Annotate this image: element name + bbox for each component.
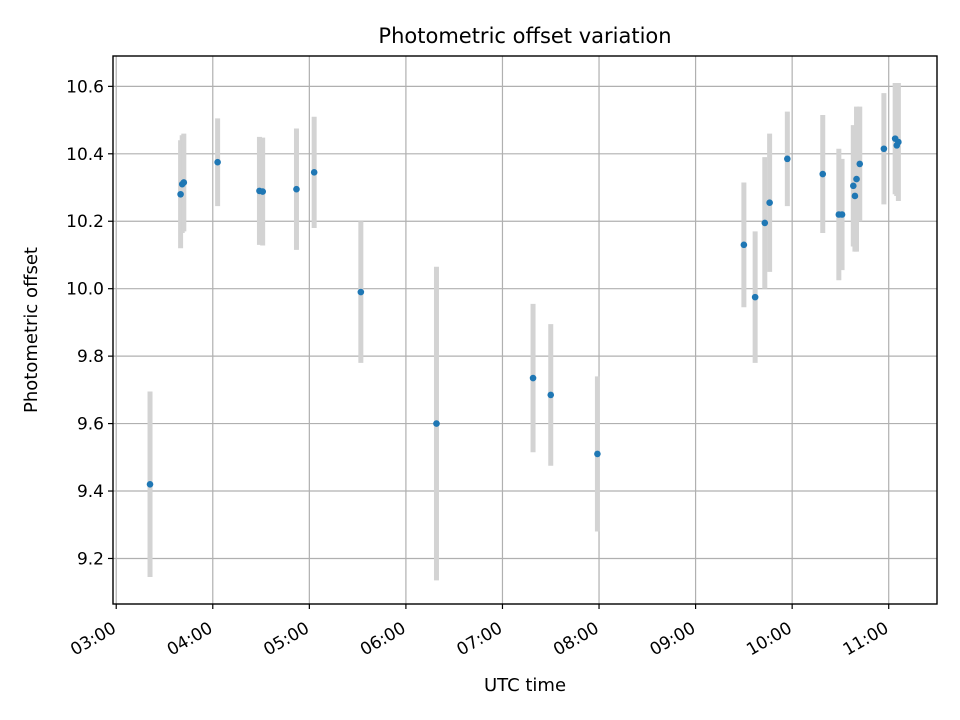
y-tick-label: 10.0 <box>66 280 104 300</box>
chart-title: Photometric offset variation <box>378 24 671 48</box>
x-tick-label: 11:00 <box>840 618 892 660</box>
data-point <box>177 190 184 198</box>
data-point <box>784 155 791 163</box>
x-tick-label: 09:00 <box>647 618 699 660</box>
data-point <box>850 182 857 190</box>
y-axis-label: Photometric offset <box>21 247 42 413</box>
data-point <box>895 138 902 146</box>
data-point <box>310 169 318 176</box>
point-layer <box>146 135 902 488</box>
data-point <box>761 219 769 227</box>
data-point <box>180 179 188 186</box>
data-point <box>819 170 827 178</box>
data-point <box>293 185 300 193</box>
y-tick-label: 10.6 <box>66 77 104 97</box>
y-tick-label: 10.2 <box>66 212 104 232</box>
plot-frame <box>112 55 938 605</box>
data-point <box>433 420 440 427</box>
y-tick-label: 9.6 <box>77 415 104 435</box>
grid-layer <box>113 56 937 604</box>
data-point <box>880 145 888 153</box>
data-point <box>214 158 221 166</box>
x-tick-label: 10:00 <box>743 618 795 660</box>
data-point <box>838 211 846 218</box>
data-point <box>856 160 864 168</box>
y-tick-label: 9.2 <box>77 549 104 569</box>
x-axis-label: UTC time <box>484 675 566 696</box>
data-point <box>766 199 773 206</box>
x-tick-label: 05:00 <box>260 618 312 660</box>
x-tick-label: 08:00 <box>550 618 602 660</box>
data-point <box>529 374 537 382</box>
x-tick-label: 03:00 <box>67 618 119 660</box>
data-point <box>594 450 601 458</box>
data-point <box>146 480 154 488</box>
data-point <box>740 241 748 249</box>
data-point <box>357 288 365 296</box>
data-point <box>853 175 860 183</box>
data-point <box>259 188 266 195</box>
y-tick-label: 10.4 <box>66 145 104 165</box>
data-point <box>851 192 859 200</box>
data-point <box>547 391 555 399</box>
x-tick-label: 07:00 <box>454 618 506 660</box>
y-tick-label: 9.8 <box>77 347 104 367</box>
y-tick-label: 9.4 <box>77 482 104 502</box>
x-tick-label: 04:00 <box>164 618 216 660</box>
x-tick-label: 06:00 <box>357 618 409 660</box>
data-point <box>751 293 759 301</box>
